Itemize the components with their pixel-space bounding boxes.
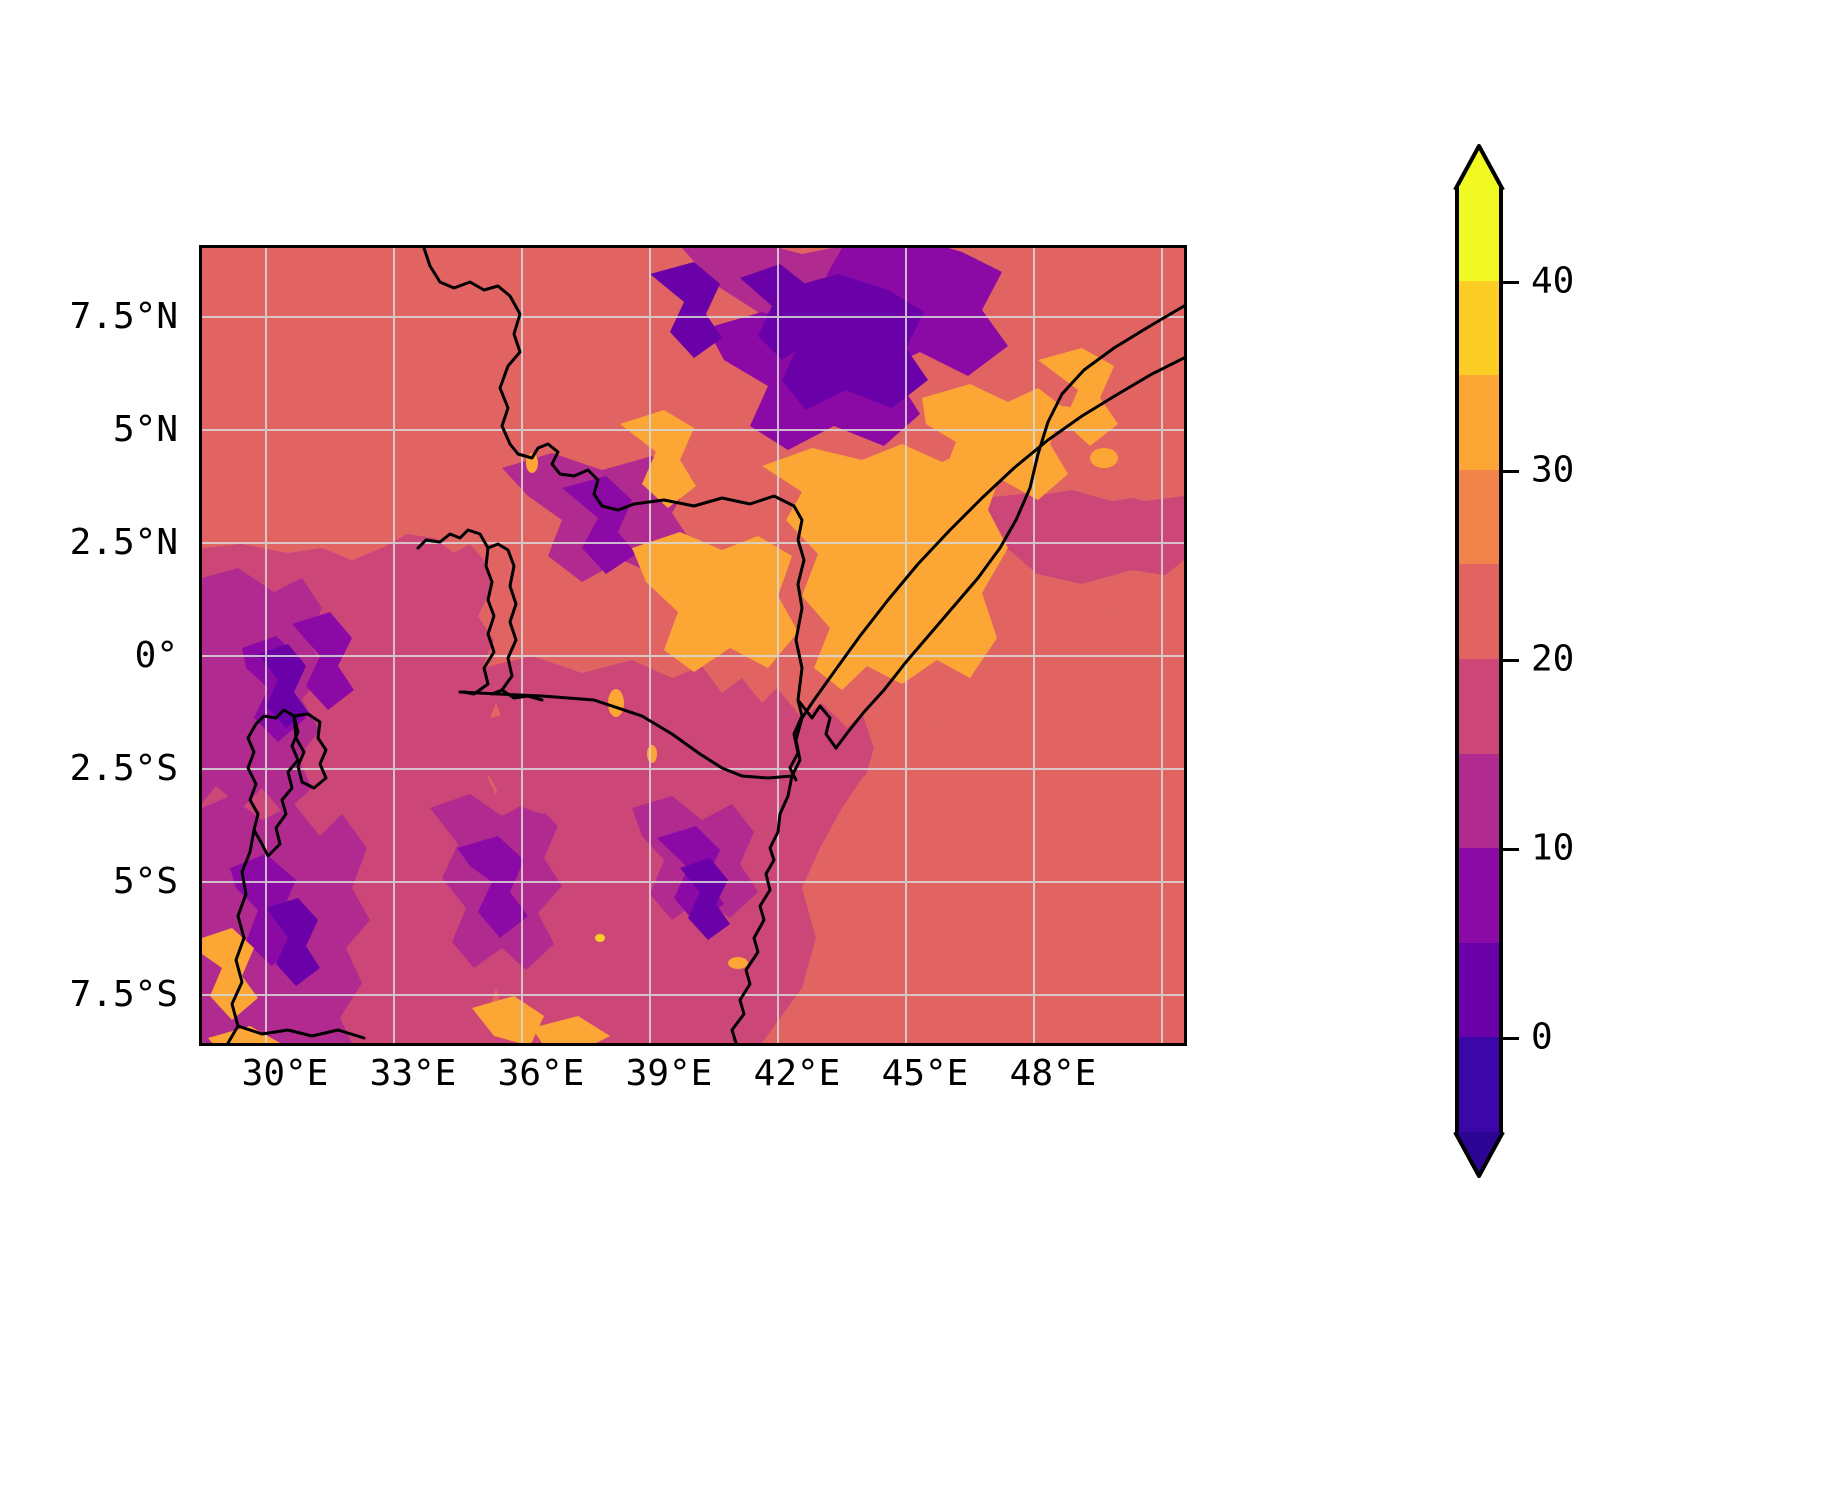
- colorbar-ticklabel-30: 30: [1531, 449, 1575, 491]
- colorbar-tick-30: [1503, 469, 1519, 473]
- colorbar-tick-40: [1503, 280, 1519, 284]
- ytick-label-7.5S: 7.5°S: [69, 974, 178, 1015]
- colorbar-band-7: [1455, 848, 1503, 943]
- xtick-label-48E: 48°E: [1009, 1053, 1097, 1094]
- colorbar-band-3: [1455, 469, 1503, 565]
- ytick-label-2.5N: 2.5°N: [69, 522, 178, 563]
- xtick-label-30E: 30°E: [241, 1053, 329, 1094]
- temperature-contour-map: [202, 248, 1184, 1043]
- xtick-label-45E: 45°E: [881, 1053, 969, 1094]
- map-axes: [199, 245, 1187, 1046]
- colorbar-bands: [1455, 186, 1503, 1132]
- xtick-label-33E: 33°E: [369, 1053, 457, 1094]
- ytick-label-5S: 5°S: [112, 861, 178, 902]
- colorbar-band-5: [1455, 658, 1503, 754]
- colorbar-band-9: [1455, 1037, 1503, 1132]
- colorbar-ticklabel-10: 10: [1531, 827, 1575, 869]
- colorbar-over-arrow: [1455, 146, 1503, 188]
- colorbar-tick-0: [1503, 1037, 1519, 1041]
- xtick-label-39E: 39°E: [625, 1053, 713, 1094]
- colorbar-band-6: [1455, 753, 1503, 849]
- ytick-label-5N: 5°N: [112, 409, 178, 450]
- colorbar-ticklabel-20: 20: [1531, 638, 1575, 680]
- colorbar-under-arrow-outline: [1453, 1131, 1505, 1178]
- colorbar-band-4: [1455, 564, 1503, 659]
- colorbar-band-1: [1455, 280, 1503, 376]
- colorbar-band-0: [1455, 186, 1503, 281]
- map-gridlines: [202, 248, 1184, 1043]
- country-borders: [226, 248, 1184, 1043]
- colorbar-ticklabel-40: 40: [1531, 260, 1575, 302]
- ytick-label-2.5S: 2.5°S: [69, 748, 178, 789]
- colorbar-under-arrow: [1455, 1132, 1503, 1174]
- ytick-label-0: 0°: [134, 635, 178, 676]
- colorbar-tick-20: [1503, 659, 1519, 662]
- colorbar-tick-10: [1503, 848, 1519, 852]
- ytick-label-7.5N: 7.5°N: [69, 296, 178, 337]
- colorbar-ticklabel-0: 0: [1531, 1016, 1553, 1058]
- map-plot-area: [202, 248, 1184, 1043]
- colorbar-over-arrow-outline: [1453, 144, 1505, 191]
- xtick-label-42E: 42°E: [753, 1053, 841, 1094]
- colorbar-band-8: [1455, 942, 1503, 1038]
- xtick-label-36E: 36°E: [497, 1053, 585, 1094]
- colorbar-band-2: [1455, 375, 1503, 470]
